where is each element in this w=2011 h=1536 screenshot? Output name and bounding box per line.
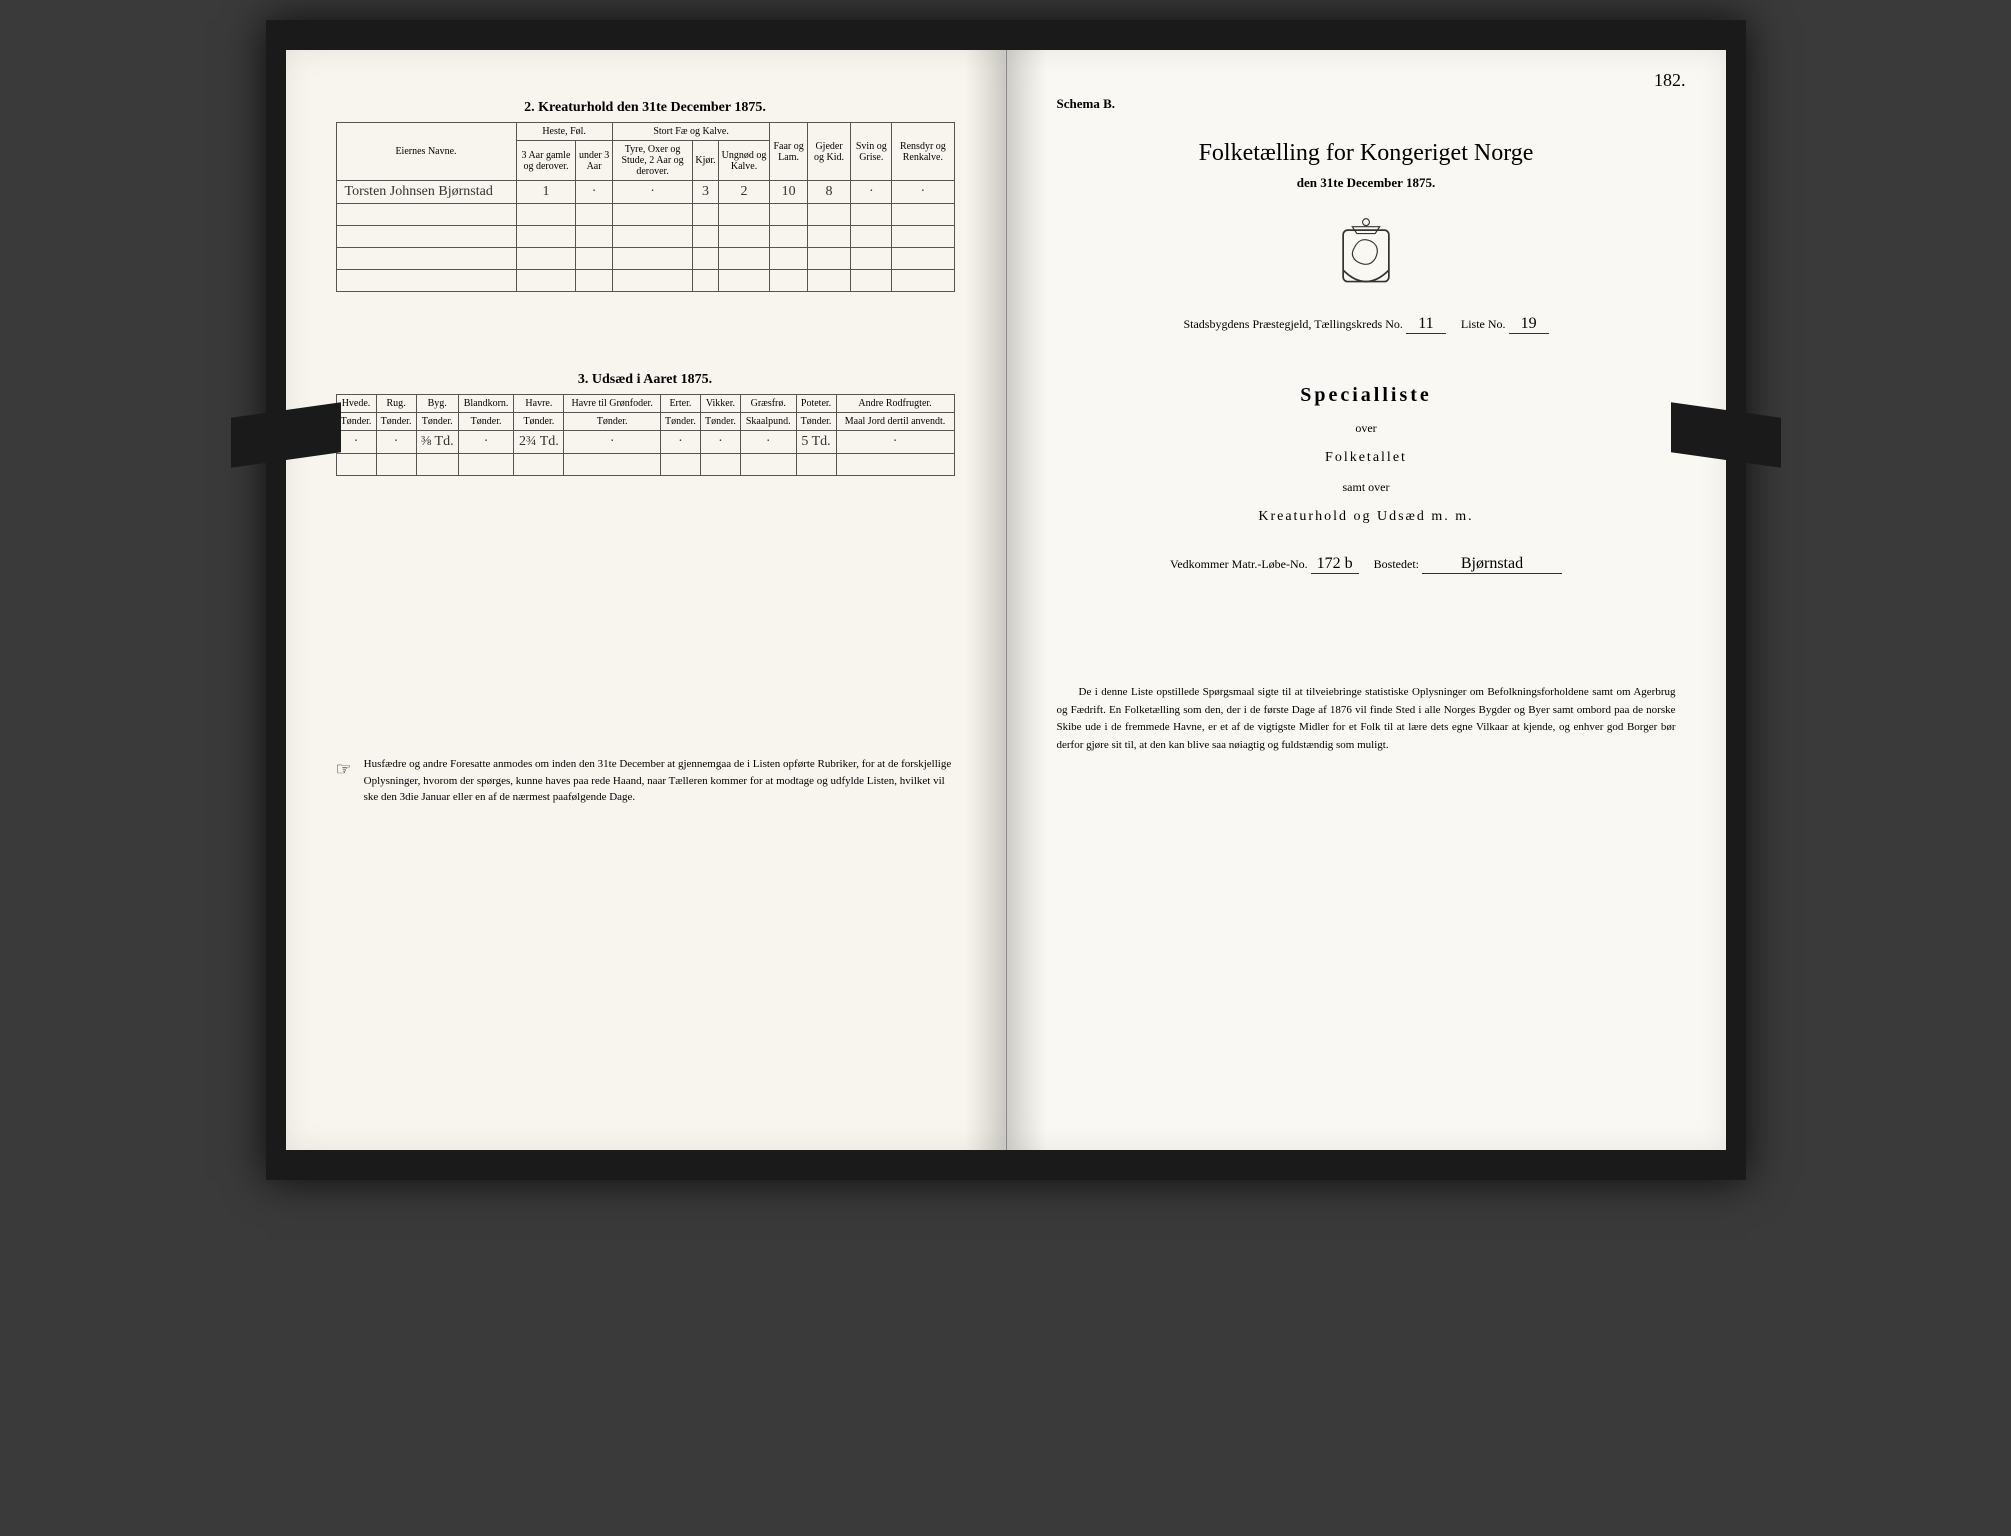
left-page: 2. Kreaturhold den 31te December 1875. E… [286,50,1006,1150]
table-row [336,270,954,292]
samt-label: samt over [1057,480,1676,495]
parish-label: Stadsbygdens Præstegjeld, Tællingskreds … [1183,317,1402,331]
binder-clip-right [1671,402,1781,467]
sub-h1: 3 Aar gamle og derover. [516,141,576,181]
unit: Tønder. [458,413,514,431]
page-number: 182. [1654,70,1686,91]
unit: Tønder. [376,413,416,431]
col-faar: Faar og Lam. [770,123,807,181]
cell: · [740,431,796,454]
cell: 2¾ Td. [514,431,564,454]
table-row [336,204,954,226]
cell: 3 [693,181,718,204]
unit: Tønder. [514,413,564,431]
pointing-hand-icon: ☞ [336,756,352,806]
liste-no: 19 [1509,315,1549,334]
table-row [336,454,954,476]
col: Byg. [416,395,458,413]
col: Andre Rodfrugter. [836,395,954,413]
col: Havre til Grønfoder. [564,395,661,413]
col-owner: Eiernes Navne. [336,123,516,181]
kreatur-label: Kreaturhold og Udsæd m. m. [1057,509,1676,525]
footnote-text: Husfædre og andre Foresatte anmodes om i… [364,756,955,806]
cell: · [660,431,700,454]
kreds-no: 11 [1406,315,1446,334]
page-subtitle: den 31te December 1875. [1057,175,1676,191]
unit: Tønder. [796,413,836,431]
table-row [336,248,954,270]
unit: Tønder. [564,413,661,431]
page-title: Folketælling for Kongeriget Norge [1057,140,1676,167]
cell: 5 Td. [796,431,836,454]
col-svin: Svin og Grise. [851,123,892,181]
unit: Tønder. [416,413,458,431]
col: Erter. [660,395,700,413]
table-udsaed: Hvede. Rug. Byg. Blandkorn. Havre. Havre… [336,394,955,476]
cell: · [576,181,612,204]
colgroup-cattle: Stort Fæ og Kalve. [612,123,770,141]
col-gjeder: Gjeder og Kid. [807,123,851,181]
folketallet-label: Folketallet [1057,450,1676,466]
col: Blandkorn. [458,395,514,413]
over-label: over [1057,421,1676,436]
cell: · [458,431,514,454]
col: Havre. [514,395,564,413]
footnote: ☞ Husfædre og andre Foresatte anmodes om… [336,756,955,806]
sub-h2: under 3 Aar [576,141,612,181]
col: Poteter. [796,395,836,413]
matr-label: Vedkommer Matr.-Løbe-No. [1170,557,1308,571]
specialliste-heading: Specialliste [1057,384,1676,407]
cell: · [376,431,416,454]
table-row: · · ⅜ Td. · 2¾ Td. · · · · 5 Td. · [336,431,954,454]
cell: · [564,431,661,454]
liste-label: Liste No. [1461,317,1506,331]
matr-no: 172 b [1311,555,1359,574]
col: Græsfrø. [740,395,796,413]
cell: · [851,181,892,204]
cell: · [836,431,954,454]
unit: Tønder. [336,413,376,431]
bosted: Bjørnstad [1422,555,1562,574]
sub-c1: Tyre, Oxer og Stude, 2 Aar og derover. [612,141,693,181]
cell: 10 [770,181,807,204]
body-paragraph: De i denne Liste opstillede Spørgsmaal s… [1057,684,1676,754]
cell: · [700,431,740,454]
cell: · [612,181,693,204]
cell: · [336,431,376,454]
unit: Tønder. [700,413,740,431]
schema-label: Schema B. [1057,96,1676,112]
unit: Maal Jord dertil anvendt. [836,413,954,431]
parish-line: Stadsbygdens Præstegjeld, Tællingskreds … [1057,315,1676,334]
section3-title: 3. Udsæd i Aaret 1875. [336,372,955,388]
colgroup-horses: Heste, Føl. [516,123,612,141]
table-row: Torsten Johnsen Bjørnstad 1 · · 3 2 10 8… [336,181,954,204]
coat-of-arms-icon [1331,213,1401,293]
book-spread: 2. Kreaturhold den 31te December 1875. E… [266,20,1746,1180]
cell: 2 [718,181,770,204]
col: Hvede. [336,395,376,413]
table-kreaturhold: Eiernes Navne. Heste, Føl. Stort Fæ og K… [336,122,955,292]
owner-name: Torsten Johnsen Bjørnstad [336,181,516,204]
col: Rug. [376,395,416,413]
unit: Skaalpund. [740,413,796,431]
right-page: 182. Schema B. Folketælling for Kongerig… [1006,50,1726,1150]
matr-line: Vedkommer Matr.-Løbe-No. 172 b Bostedet:… [1057,555,1676,574]
cell: · [892,181,954,204]
cell: 8 [807,181,851,204]
sub-c3: Ungnød og Kalve. [718,141,770,181]
col: Vikker. [700,395,740,413]
cell: ⅜ Td. [416,431,458,454]
bosted-label: Bostedet: [1374,557,1419,571]
unit: Tønder. [660,413,700,431]
section2-title: 2. Kreaturhold den 31te December 1875. [336,100,955,116]
cell: 1 [516,181,576,204]
sub-c2: Kjør. [693,141,718,181]
table-row [336,226,954,248]
binder-clip-left [231,402,341,467]
col-rensdyr: Rensdyr og Renkalve. [892,123,954,181]
